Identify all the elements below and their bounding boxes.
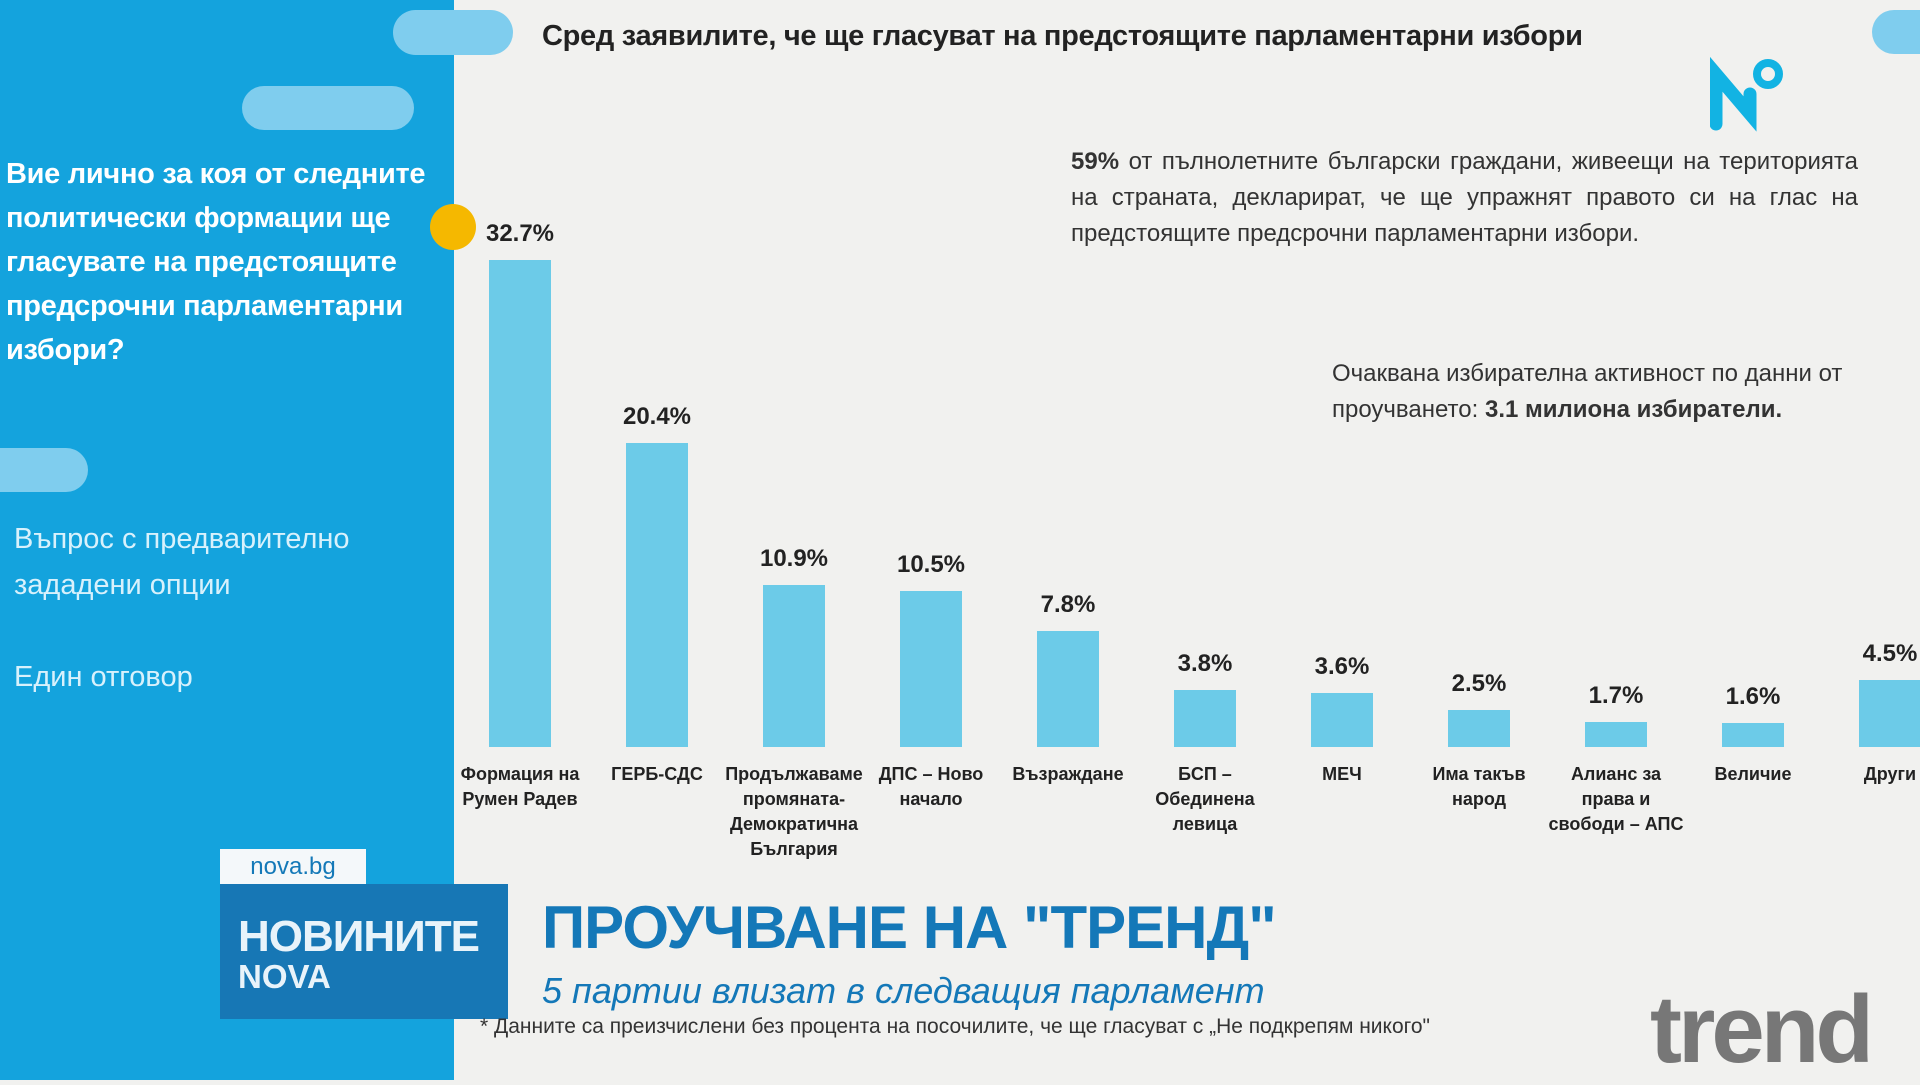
bar <box>763 584 825 747</box>
bar <box>1311 693 1373 747</box>
bar <box>626 443 688 747</box>
category-label: ДПС – Ново начало <box>878 764 984 809</box>
trend-logo: trend <box>1650 976 1874 1083</box>
participation-value: 59% <box>1071 148 1120 175</box>
category-label: МЕЧ <box>1322 764 1362 784</box>
category-label: Възраждане <box>1012 764 1124 784</box>
bar <box>1585 721 1647 747</box>
participation-note: 59% от пълнолетните български граждани, … <box>1071 144 1858 252</box>
decor-pill <box>0 448 88 492</box>
site-label: nova.bg <box>220 849 366 884</box>
category-label: ГЕРБ-СДС <box>611 764 703 784</box>
nova-logo-icon <box>1710 56 1783 132</box>
category-label: Продължаваме промяната-Демократична Бълг… <box>725 764 863 859</box>
category-label: БСП – Обединена левица <box>1155 764 1255 834</box>
brand-line1: НОВИНИТЕ <box>238 912 480 961</box>
data-label: 20.4% <box>622 403 692 431</box>
decor-pill <box>393 10 513 55</box>
data-label: 1.6% <box>1725 683 1781 711</box>
survey-question: Вие лично за коя от следните политически… <box>6 158 426 366</box>
data-label: 7.8% <box>1040 590 1096 618</box>
footnote: * Данните са преизчислени без процента н… <box>480 1015 1430 1038</box>
bar <box>1174 690 1236 747</box>
subheadline: 5 партии влизат в следващия парламент <box>542 970 1265 1011</box>
turnout-text: Очаквана избирателна активност по данни … <box>1332 360 1843 423</box>
category-label: Формация на Румен Радев <box>460 764 580 809</box>
data-label: 10.5% <box>896 550 966 578</box>
turnout-value: 3.1 милиона избиратели. <box>1484 396 1783 423</box>
category-label: Други <box>1863 764 1917 784</box>
bar <box>1722 723 1784 747</box>
data-label: 3.6% <box>1314 653 1370 681</box>
answer-type: Един отговор <box>14 661 193 693</box>
question-type: Въпрос с предварително зададени опции <box>14 523 350 601</box>
decor-pill <box>242 86 414 130</box>
data-label: 3.8% <box>1177 650 1233 678</box>
decor-pill <box>1872 10 1920 54</box>
category-label: Величие <box>1714 764 1792 784</box>
data-label: 2.5% <box>1451 669 1507 697</box>
bar <box>900 590 962 747</box>
data-label: 32.7% <box>485 220 555 247</box>
bar <box>489 260 551 747</box>
participation-text: от пълнолетните български граждани, живе… <box>1071 148 1858 247</box>
data-label: 4.5% <box>1862 639 1918 667</box>
chart-title: Сред заявилите, че ще гласуват на предст… <box>542 20 1583 52</box>
highlight-dot <box>430 204 476 250</box>
data-label: 1.7% <box>1588 681 1644 709</box>
data-label: 10.9% <box>759 544 829 572</box>
turnout-note: Очаквана избирателна активност по данни … <box>1332 356 1872 428</box>
bar <box>1859 679 1920 747</box>
headline: ПРОУЧВАНЕ НА "ТРЕНД" <box>542 894 1277 961</box>
channel-brand: НОВИНИТЕ NOVA <box>220 884 508 1019</box>
category-label: Има такъв народ <box>1432 764 1526 809</box>
brand-line2: NOVA <box>238 958 331 995</box>
bar <box>1448 709 1510 747</box>
category-label: Алианс за права и свободи – АПС <box>1548 764 1684 834</box>
bar <box>1037 630 1099 747</box>
